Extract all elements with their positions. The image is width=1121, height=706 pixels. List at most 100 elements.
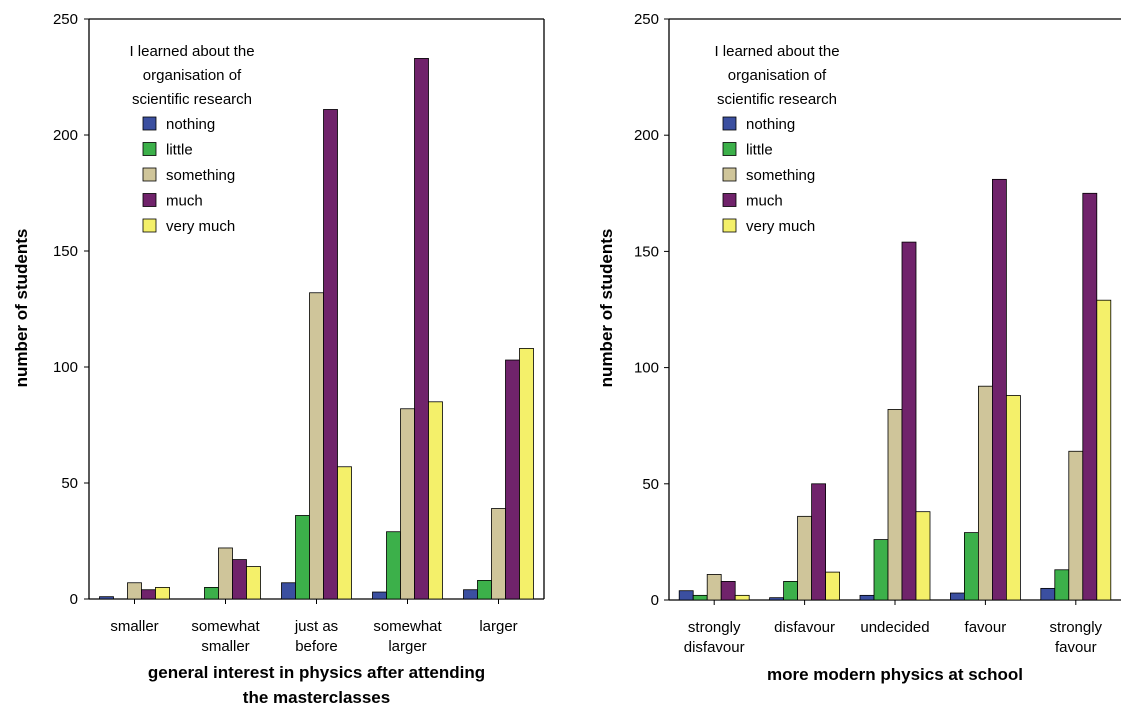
bar-much: [1082, 192, 1098, 601]
bar-much: [992, 178, 1007, 601]
x-category-label: smaller: [201, 638, 249, 655]
legend-swatch-little: [142, 142, 157, 156]
legend-swatch-very-much: [142, 218, 157, 233]
bar-very-much: [825, 571, 840, 601]
bar-very-much: [519, 348, 534, 600]
legend-swatch-very-much: [722, 218, 737, 233]
y-tick-label: 200: [634, 127, 659, 144]
legend-label: much: [746, 193, 783, 210]
y-tick-label: 100: [53, 359, 78, 376]
bar-something: [127, 582, 142, 600]
y-tick-label: 200: [53, 127, 78, 144]
legend-swatch-nothing: [142, 116, 157, 131]
bar-much: [323, 109, 338, 600]
bar-very-much: [734, 594, 750, 601]
chart-modern-physics: 0 50 100 150 200 250 number of students strongl…: [597, 11, 1121, 684]
bar-little: [692, 594, 708, 601]
bar-something: [218, 547, 233, 600]
legend-title: organisation of: [728, 67, 827, 84]
legend-swatch-little: [722, 142, 737, 156]
bar-very-much: [155, 587, 170, 600]
bar-much: [414, 58, 429, 600]
legend-label: very much: [166, 218, 235, 235]
legend-label: little: [166, 142, 193, 159]
y-tick-label: 0: [70, 591, 78, 608]
bar-something: [978, 385, 993, 601]
legend-label: something: [166, 167, 235, 184]
x-axis-title: more modern physics at school: [767, 665, 1023, 684]
bar-nothing: [372, 591, 387, 600]
bar-little: [783, 581, 798, 601]
x-category-label: strongly: [1050, 619, 1103, 636]
x-category-label: strongly: [688, 619, 741, 636]
bar-much: [232, 559, 247, 600]
x-category-label: undecided: [860, 619, 929, 636]
bar-little: [1054, 569, 1070, 601]
x-category-label: somewhat: [373, 618, 442, 635]
legend-title: scientific research: [132, 91, 252, 108]
legend-label: little: [746, 142, 773, 159]
x-category-label: larger: [479, 618, 517, 635]
x-category-label: larger: [388, 638, 426, 655]
bar-nothing: [1040, 587, 1056, 601]
legend-label: nothing: [746, 116, 795, 133]
legend-label: something: [746, 167, 815, 184]
legend-title: I learned about the: [129, 43, 254, 60]
bar-nothing: [859, 594, 875, 601]
bar-much: [720, 581, 736, 601]
bar-very-much: [337, 466, 352, 600]
bar-something: [706, 574, 722, 601]
y-tick-label: 100: [634, 360, 659, 377]
x-category-label: disfavour: [684, 639, 745, 656]
bar-little: [964, 532, 979, 601]
bar-something: [400, 408, 415, 600]
bar-nothing: [99, 596, 114, 600]
y-axis-title: number of students: [597, 229, 616, 388]
y-tick-label: 150: [634, 243, 659, 260]
bar-nothing: [281, 582, 296, 600]
legend-swatch-much: [722, 193, 737, 207]
bar-much: [505, 359, 520, 600]
bar-nothing: [678, 590, 694, 601]
legend-label: very much: [746, 218, 815, 235]
bar-something: [309, 292, 324, 600]
x-category-label: before: [295, 638, 338, 655]
chart-general-interest: 0 50 100 150 200 250 number of students smaller…: [12, 11, 545, 706]
bar-something: [1068, 450, 1084, 601]
legend-title: I learned about the: [714, 43, 839, 60]
y-axis-title: number of students: [12, 229, 31, 388]
bar-much: [811, 483, 826, 601]
x-category-label: favour: [965, 619, 1007, 636]
bar-nothing: [769, 597, 784, 601]
y-tick-label: 250: [53, 11, 78, 28]
bar-nothing: [950, 592, 965, 601]
bar-little: [204, 587, 219, 600]
bar-nothing: [463, 589, 478, 600]
x-axis-title: the masterclasses: [243, 688, 390, 706]
x-category-label: disfavour: [774, 619, 835, 636]
bar-very-much: [1006, 395, 1021, 601]
bar-much: [901, 241, 917, 601]
legend-title: scientific research: [717, 91, 837, 108]
y-tick-label: 50: [642, 476, 659, 493]
bar-very-much: [246, 566, 261, 600]
bar-very-much: [428, 401, 443, 600]
x-category-label: just as: [294, 618, 338, 635]
bar-much: [141, 589, 156, 600]
bar-very-much: [915, 511, 931, 601]
x-category-label: favour: [1055, 639, 1097, 656]
y-tick-label: 250: [634, 11, 659, 28]
legend-label: much: [166, 193, 203, 210]
bar-little: [386, 531, 401, 600]
legend-swatch-much: [142, 193, 157, 207]
legend-label: nothing: [166, 116, 215, 133]
legend-swatch-something: [722, 167, 737, 182]
legend: I learned about the organisation of scient…: [129, 43, 254, 235]
bar-something: [797, 515, 812, 601]
y-tick-label: 0: [651, 592, 659, 609]
legend-swatch-something: [142, 167, 157, 182]
bar-something: [887, 409, 903, 601]
x-category-label: smaller: [110, 618, 158, 635]
bar-little: [873, 539, 889, 601]
